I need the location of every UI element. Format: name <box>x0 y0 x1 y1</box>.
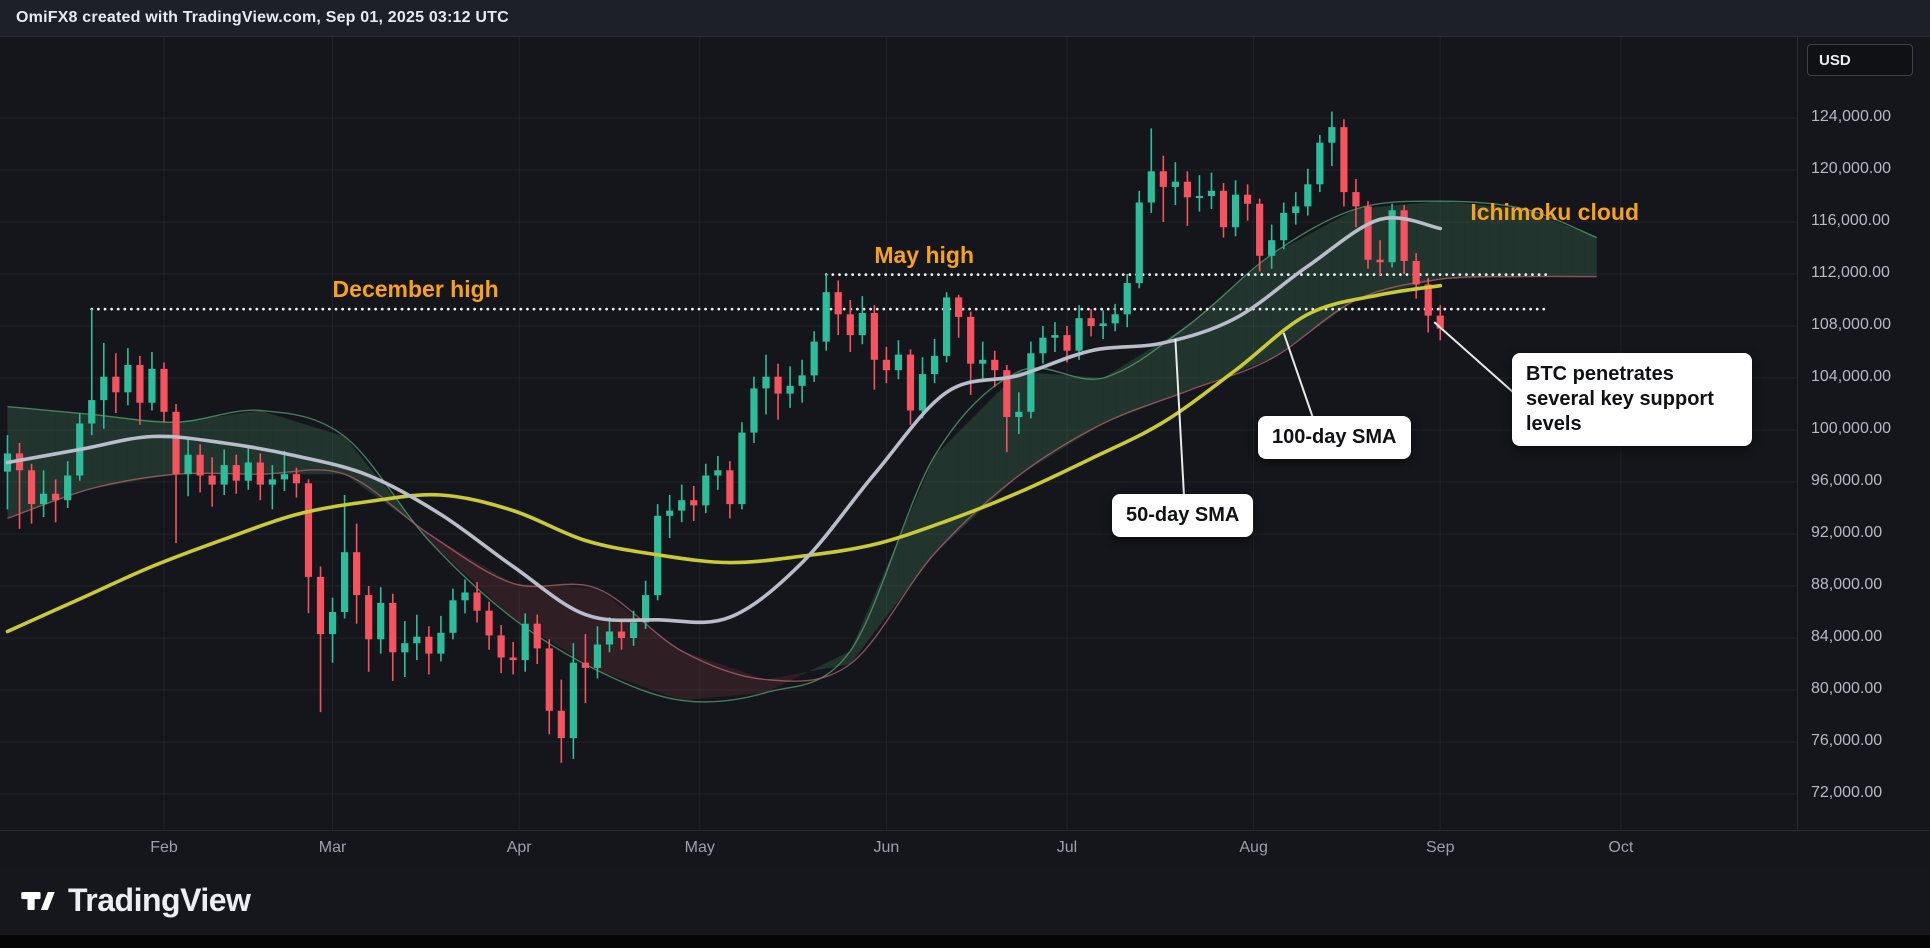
candles <box>3 111 1444 763</box>
chart-header: OmiFX8 created with TradingView.com, Sep… <box>0 0 1930 37</box>
tradingview-logo-icon[interactable] <box>20 883 56 919</box>
level-lines[interactable] <box>90 273 1550 311</box>
ichimoku-cloud-label[interactable]: Ichimoku cloud <box>1470 198 1640 225</box>
price-tick-label: 72,000.00 <box>1811 784 1883 801</box>
price-tick-label: 84,000.00 <box>1811 628 1883 645</box>
time-axis-label: Sep <box>1426 839 1455 856</box>
price-tick-label: 96,000.00 <box>1811 472 1883 489</box>
currency-badge[interactable]: USD <box>1807 44 1913 76</box>
price-tick-label: 120,000.00 <box>1811 160 1892 177</box>
price-tick-label: 100,000.00 <box>1811 420 1892 437</box>
time-axis-label: Jun <box>873 839 900 856</box>
time-axis-label: May <box>684 839 715 856</box>
price-tick-label: 124,000.00 <box>1811 108 1892 125</box>
price-axis[interactable]: USD 124,000.00 120,000.00 116,000.00 112,00… <box>1797 37 1930 830</box>
ichimoku-cloud <box>7 200 1598 703</box>
callout-pointer-lines <box>1174 321 1515 497</box>
price-chart[interactable] <box>0 37 1797 830</box>
plot-layer <box>0 37 1797 830</box>
chart-area[interactable]: December high May high Ichimoku cloud 50… <box>0 37 1930 866</box>
sma50-callout[interactable]: 50-day SMA <box>1112 494 1254 537</box>
time-axis-label: Oct <box>1608 839 1634 856</box>
tradingview-wordmark[interactable]: TradingView <box>68 882 251 918</box>
price-tick-label: 116,000.00 <box>1811 212 1890 229</box>
price-tick-label: 104,000.00 <box>1811 368 1892 385</box>
time-axis-label: Apr <box>506 839 532 856</box>
price-tick-label: 112,000.00 <box>1811 264 1890 281</box>
support-breakdown-callout[interactable]: BTC penetrates several key support level… <box>1512 353 1752 446</box>
time-axis-label: Jul <box>1056 839 1078 856</box>
price-tick-label: 88,000.00 <box>1811 576 1883 593</box>
sma100-callout[interactable]: 100-day SMA <box>1258 416 1411 459</box>
price-tick-label: 92,000.00 <box>1811 524 1883 541</box>
december-high-label[interactable]: December high <box>332 276 499 303</box>
bottom-strip <box>0 935 1930 948</box>
time-axis-label: Feb <box>150 839 178 856</box>
may-high-label[interactable]: May high <box>874 241 975 268</box>
price-tick-label: 76,000.00 <box>1811 732 1883 749</box>
time-axis[interactable]: Feb Mar Apr May Jun Jul Aug Sep Oct <box>0 830 1930 866</box>
price-tick-label: 80,000.00 <box>1811 680 1883 697</box>
footer: TradingView <box>0 866 1930 935</box>
sma-lines <box>5 216 1443 634</box>
price-tick-label: 108,000.00 <box>1811 316 1892 333</box>
time-axis-label: Mar <box>318 839 347 856</box>
time-axis-label: Aug <box>1239 839 1268 856</box>
chart-title: OmiFX8 created with TradingView.com, Sep… <box>16 9 509 26</box>
